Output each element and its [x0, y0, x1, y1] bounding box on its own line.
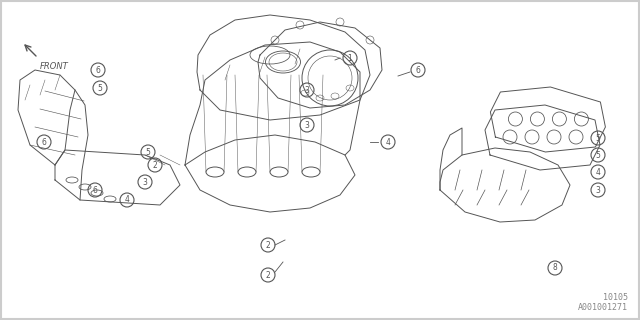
Text: 5: 5: [97, 84, 102, 92]
Text: 5: 5: [596, 150, 600, 159]
Text: 5: 5: [596, 133, 600, 142]
Text: 3: 3: [305, 85, 309, 94]
Text: 1: 1: [348, 53, 353, 62]
Text: 2: 2: [152, 161, 157, 170]
Text: 2: 2: [266, 270, 270, 279]
Text: 4: 4: [385, 138, 390, 147]
Text: 6: 6: [93, 186, 97, 195]
Text: 6: 6: [415, 66, 420, 75]
Text: 3: 3: [596, 186, 600, 195]
Text: 4: 4: [596, 167, 600, 177]
Text: 6: 6: [95, 66, 100, 75]
Text: 8: 8: [552, 263, 557, 273]
Text: 5: 5: [145, 148, 150, 156]
Text: 6: 6: [42, 138, 47, 147]
Text: A001001271: A001001271: [578, 303, 628, 312]
Text: 10105: 10105: [603, 293, 628, 302]
Text: 3: 3: [305, 121, 309, 130]
Text: 2: 2: [266, 241, 270, 250]
Text: FRONT: FRONT: [40, 62, 68, 71]
Text: 4: 4: [125, 196, 129, 204]
Text: 3: 3: [143, 178, 147, 187]
